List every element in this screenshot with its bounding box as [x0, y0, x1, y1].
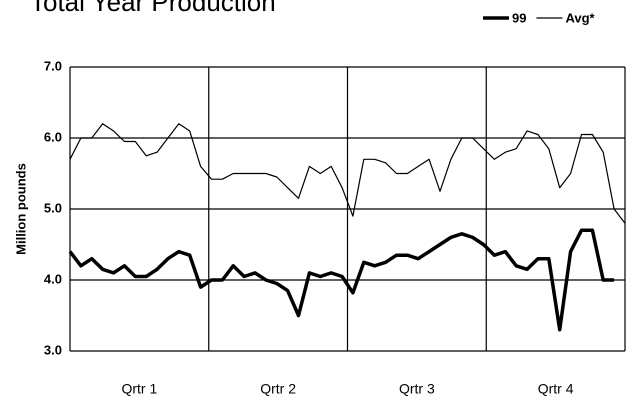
x-tick-label: Qrtr 3 — [399, 381, 435, 397]
legend-label: Avg* — [565, 10, 595, 25]
x-tick-label: Qrtr 4 — [538, 381, 574, 397]
y-tick-label: 6.0 — [44, 129, 62, 144]
y-tick-label: 3.0 — [44, 342, 62, 357]
y-axis-label: Million pounds — [13, 163, 28, 255]
x-tick-label: Qrtr 2 — [260, 381, 296, 397]
y-tick-label: 4.0 — [44, 271, 62, 286]
x-tick-label: Qrtr 1 — [121, 381, 157, 397]
data-line — [68, 228, 615, 332]
y-tick-label: 7.0 — [44, 58, 62, 73]
y-tick-label: 5.0 — [44, 200, 62, 215]
legend-label: 99 — [512, 10, 526, 25]
data-line — [69, 123, 626, 224]
chart-title: Total Year Production — [30, 0, 276, 17]
